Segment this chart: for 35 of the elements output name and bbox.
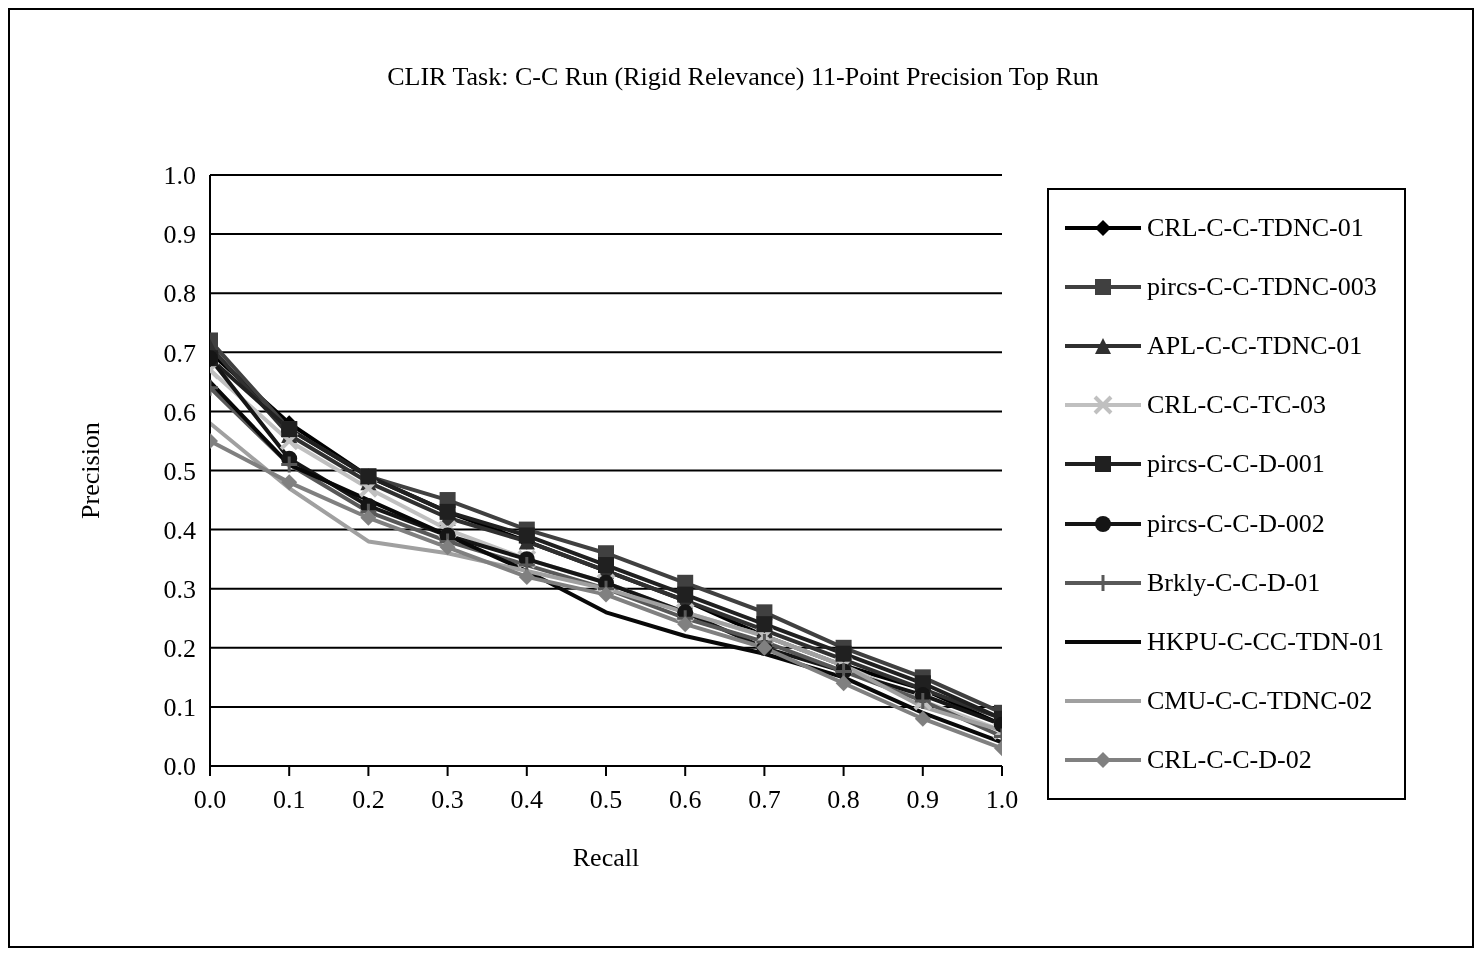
x-tick-label: 0.8 bbox=[827, 785, 860, 815]
x-tick-label: 0.7 bbox=[748, 785, 781, 815]
y-tick-label: 0.9 bbox=[163, 220, 196, 250]
x-tick-label: 1.0 bbox=[985, 785, 1019, 815]
legend-label: CRL-C-C-TC-03 bbox=[1147, 390, 1327, 421]
x-tick-label: 0.3 bbox=[431, 785, 464, 815]
y-tick-label: 0.7 bbox=[163, 338, 196, 368]
y-tick-label: 0.6 bbox=[163, 397, 196, 427]
legend-label: Brkly-C-C-D-01 bbox=[1147, 567, 1321, 598]
x-axis-title: Recall bbox=[572, 843, 640, 872]
x-tick-label: 0.4 bbox=[510, 785, 544, 815]
chart-title: CLIR Task: C-C Run (Rigid Relevance) 11-Point Precision Top Run bbox=[387, 62, 1099, 91]
x-tick-label: 0.5 bbox=[589, 785, 623, 815]
legend-label: pircs-C-C-D-001 bbox=[1147, 449, 1325, 480]
y-tick-label: 1.0 bbox=[163, 161, 196, 191]
y-tick-label: 0.0 bbox=[163, 752, 196, 782]
y-tick-label: 0.8 bbox=[163, 279, 196, 309]
y-tick-label: 0.1 bbox=[163, 693, 196, 723]
x-tick-label: 0.2 bbox=[352, 785, 385, 815]
y-tick-label: 0.3 bbox=[163, 574, 196, 604]
y-tick-label: 0.5 bbox=[163, 456, 196, 486]
legend-label: pircs-C-C-D-002 bbox=[1147, 508, 1325, 539]
legend-label: CRL-C-C-TDNC-01 bbox=[1147, 212, 1364, 243]
y-tick-label: 0.4 bbox=[163, 515, 196, 545]
x-tick-label: 0.0 bbox=[193, 785, 227, 815]
legend-label: pircs-C-C-TDNC-003 bbox=[1147, 271, 1377, 302]
y-axis-title: Precision bbox=[76, 422, 106, 519]
legend-label: APL-C-C-TDNC-01 bbox=[1147, 330, 1363, 361]
legend-label: CRL-C-C-D-02 bbox=[1147, 745, 1312, 776]
x-tick-label: 0.6 bbox=[668, 785, 702, 815]
legend-label: CMU-C-C-TDNC-02 bbox=[1147, 686, 1373, 717]
x-tick-label: 0.1 bbox=[272, 785, 306, 815]
y-tick-label: 0.2 bbox=[163, 634, 196, 664]
legend-label: HKPU-C-CC-TDN-01 bbox=[1147, 626, 1384, 657]
x-tick-label: 0.9 bbox=[906, 785, 940, 815]
